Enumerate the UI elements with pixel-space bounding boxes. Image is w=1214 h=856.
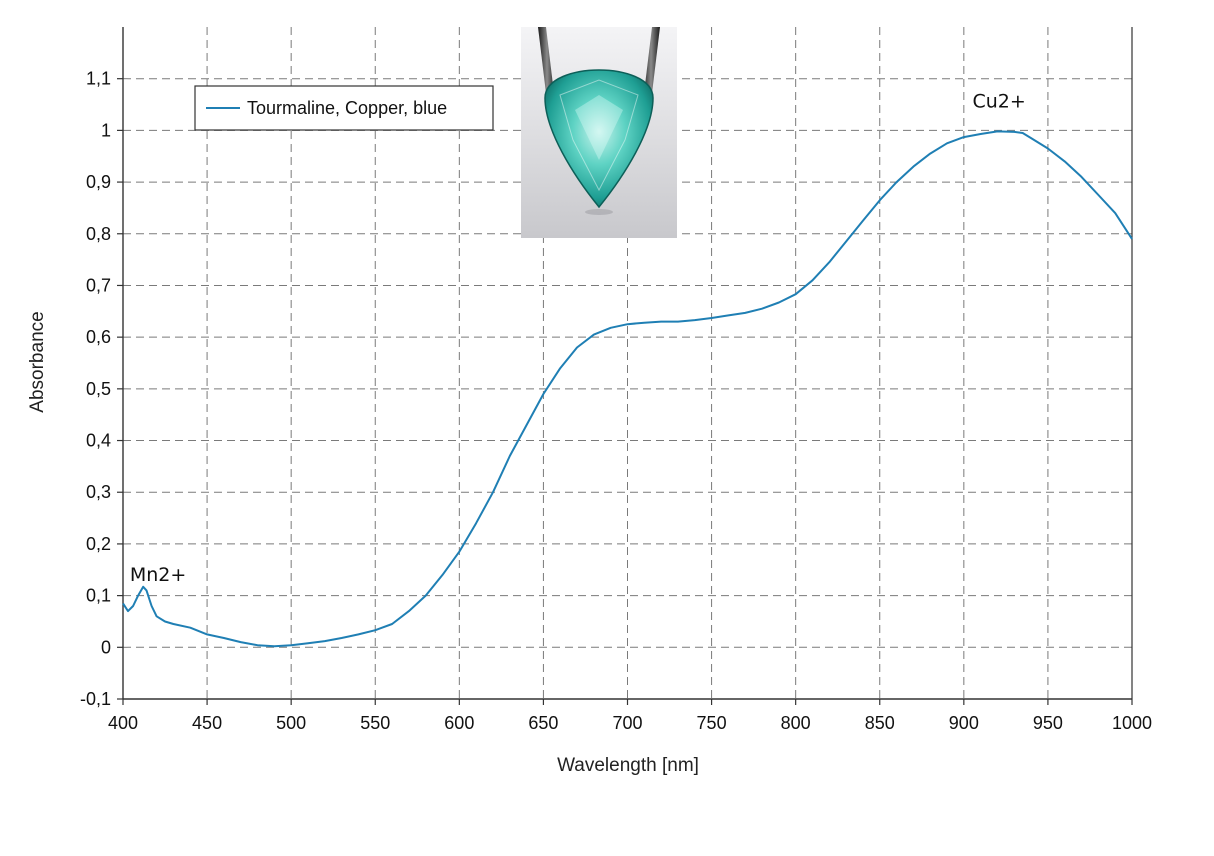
series-lines	[122, 130, 1133, 648]
x-axis-title: Wavelength [nm]	[557, 755, 699, 776]
annotation-cu2: Cu2+	[972, 90, 1025, 112]
x-tick-label: 800	[781, 713, 811, 733]
y-tick-label: 0,8	[86, 224, 111, 244]
x-tick-label: 850	[865, 713, 895, 733]
annotation-mn2: Mn2+	[130, 564, 186, 586]
y-tick-label: 1,1	[86, 69, 111, 89]
x-tick-label: 600	[444, 713, 474, 733]
tourmaline-gem-photo	[521, 27, 677, 238]
x-tick-label: 700	[612, 713, 642, 733]
x-tick-label: 400	[108, 713, 138, 733]
y-tick-label: 0,4	[86, 431, 111, 451]
x-tick-labels: 400 450 500 550 600 650 700 750 800 850 900 950 1000	[108, 713, 1152, 733]
y-tick-label: 0	[101, 637, 111, 657]
y-tick-label: 0,1	[86, 586, 111, 606]
y-tick-label: 1	[101, 120, 111, 140]
legend-box	[194, 85, 494, 131]
x-tick-label: 650	[528, 713, 558, 733]
legend: Tourmaline, Copper, blue	[194, 85, 494, 131]
y-tick-label: 0,6	[86, 327, 111, 347]
y-tick-label: 0,9	[86, 172, 111, 192]
y-tick-label: 0,5	[86, 379, 111, 399]
y-tick-label: 0,7	[86, 275, 111, 295]
x-tick-label: 550	[360, 713, 390, 733]
y-tick-labels: -0,1 0 0,1 0,2 0,3 0,4 0,5 0,6 0,7 0,8 0,9 1 1,1	[80, 69, 111, 709]
x-tick-label: 900	[949, 713, 979, 733]
y-tick-label: -0,1	[80, 689, 111, 709]
y-axis-title: Absorbance	[27, 311, 48, 412]
x-tick-label: 750	[697, 713, 727, 733]
axes	[117, 27, 1133, 705]
x-tick-label: 450	[192, 713, 222, 733]
x-tick-label: 1000	[1112, 713, 1152, 733]
grid-lines	[123, 27, 1132, 699]
y-tick-label: 0,3	[86, 482, 111, 502]
series-line-tourmaline	[122, 130, 1133, 648]
y-tick-label: 0,2	[86, 534, 111, 554]
x-tick-label: 950	[1033, 713, 1063, 733]
x-tick-label: 500	[276, 713, 306, 733]
legend-label: Tourmaline, Copper, blue	[247, 98, 447, 118]
